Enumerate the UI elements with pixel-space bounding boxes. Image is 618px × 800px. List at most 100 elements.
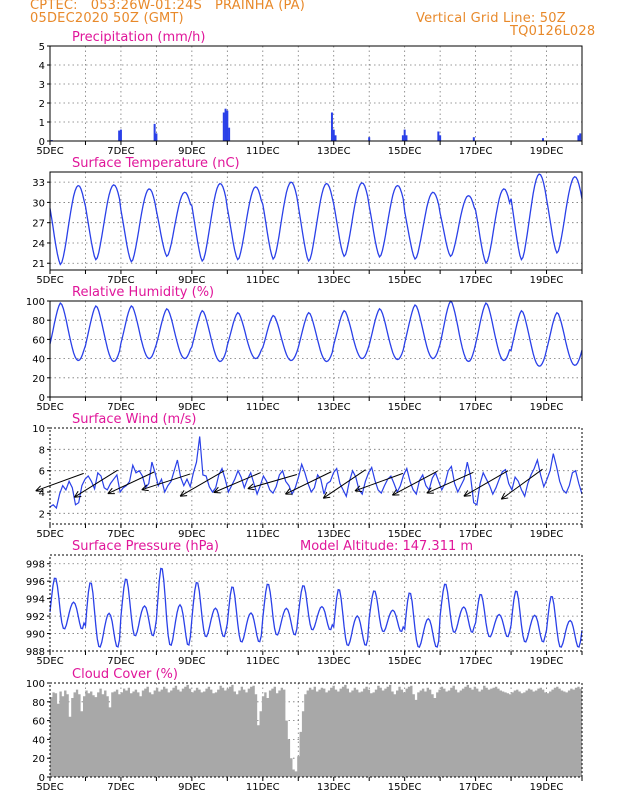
precip-ytick-label: 0	[39, 137, 45, 148]
rh-xtick-label: 5DEC	[36, 402, 63, 413]
pressure-ytick-label: 994	[26, 595, 45, 606]
cloud-xtick-label: 7DEC	[107, 782, 134, 793]
wind-title: Surface Wind (m/s)	[72, 412, 196, 427]
pressure-xtick-label: 19DEC	[530, 656, 564, 667]
wind-arrow	[463, 470, 509, 497]
cloud-area	[50, 684, 582, 777]
pressure-xtick-label: 13DEC	[317, 656, 351, 667]
precip-bar	[153, 123, 156, 141]
wind-arrow	[107, 471, 155, 495]
wind-arrow-shaft	[463, 470, 509, 497]
wind-panel: 2 4 6 8 10 5DEC 7DEC 9DEC 11DEC 13DEC 15DEC 17DEC 19…	[32, 412, 583, 540]
temp-xtick-label: 13DEC	[317, 275, 351, 286]
precip-bar	[330, 112, 333, 141]
cloud-xtick-label: 11DEC	[246, 782, 280, 793]
wind-arrow-shaft	[107, 471, 155, 495]
pressure-xtick-label: 17DEC	[459, 656, 493, 667]
wind-arrow-shaft	[354, 472, 404, 492]
pressure-xtick-label: 5DEC	[36, 656, 63, 667]
pressure-xtick-label: 15DEC	[388, 656, 422, 667]
header-grid-line: Vertical Grid Line: 50Z	[416, 11, 566, 26]
pressure-ytick-label: 990	[26, 630, 45, 641]
cloud-panel: 0 20 40 60 80 100 5DEC 7DEC 9DEC 11DEC 13DEC 15DEC 1…	[26, 667, 583, 793]
wind-arrow	[391, 470, 438, 496]
precip-bar	[405, 135, 408, 141]
pressure-ytick-label: 988	[26, 647, 45, 658]
temp-title: Surface Temperature (nC)	[72, 156, 240, 171]
pressure-xtick-label: 11DEC	[246, 656, 280, 667]
cloud-xtick-label: 9DEC	[178, 782, 205, 793]
wind-arrow-head	[179, 490, 188, 497]
wind-arrow	[73, 469, 118, 498]
cloud-ytick-label: 0	[39, 773, 45, 784]
precip-bar	[472, 137, 475, 141]
precip-bar	[119, 129, 122, 141]
pressure-ytick-label: 992	[26, 612, 45, 623]
rh-ytick-label: 80	[32, 316, 45, 327]
wind-line	[49, 436, 583, 510]
precip-ytick-label: 4	[39, 61, 45, 72]
cloud-xtick-label: 17DEC	[459, 782, 493, 793]
wind-arrow-head	[141, 484, 149, 492]
wind-ytick-label: 10	[32, 424, 45, 435]
rh-line	[49, 300, 583, 367]
cloud-xtick-label: 19DEC	[530, 782, 564, 793]
wind-arrow	[35, 472, 84, 493]
wind-arrow-shaft	[74, 469, 118, 498]
rh-xtick-label: 19DEC	[530, 402, 564, 413]
temp-ytick-label: 27	[32, 219, 45, 230]
rh-xtick-label: 11DEC	[246, 402, 280, 413]
temp-ytick-label: 33	[32, 178, 45, 189]
rh-xtick-label: 17DEC	[459, 402, 493, 413]
precip-bar	[368, 137, 371, 141]
cloud-ytick-label: 80	[32, 698, 45, 709]
cloud-ytick-label: 100	[26, 679, 45, 690]
wind-arrow-shaft	[179, 470, 225, 497]
wind-arrow	[426, 471, 474, 494]
wind-arrow-head	[35, 485, 43, 493]
wind-arrow-shaft	[322, 469, 366, 499]
temp-xtick-label: 15DEC	[388, 275, 422, 286]
wind-xtick-label: 11DEC	[246, 529, 280, 540]
wind-arrow-shaft	[35, 472, 84, 492]
rh-ytick-label: 20	[32, 374, 45, 385]
wind-xtick-label: 15DEC	[388, 529, 422, 540]
precip-bar	[155, 133, 158, 141]
precip-bar	[224, 108, 227, 141]
precip-bar	[541, 138, 544, 141]
rh-ytick-label: 60	[32, 335, 45, 346]
pressure-xtick-label: 9DEC	[178, 656, 205, 667]
temp-ytick-label: 21	[32, 259, 45, 270]
temp-frame	[49, 171, 583, 271]
wind-arrow-head	[500, 492, 509, 500]
cloud-xtick-label: 15DEC	[388, 782, 422, 793]
header-code: TQ0126L028	[510, 24, 596, 39]
wind-ytick-label: 8	[39, 445, 45, 456]
precip-bar	[577, 135, 580, 141]
wind-xtick-label: 5DEC	[36, 529, 63, 540]
wind-ytick-label: 2	[39, 509, 45, 520]
rh-ytick-label: 100	[26, 297, 45, 308]
precip-xtick-label: 15DEC	[388, 146, 422, 157]
temp-xtick-label: 11DEC	[246, 275, 280, 286]
precip-ytick-label: 1	[39, 118, 45, 129]
wind-arrow	[285, 471, 332, 495]
temp-line	[49, 173, 583, 266]
cloud-title: Cloud Cover (%)	[72, 667, 178, 682]
precip-xtick-label: 17DEC	[459, 146, 493, 157]
temp-xtick-label: 5DEC	[36, 275, 63, 286]
temp-xtick-label: 7DEC	[107, 275, 134, 286]
wind-arrow-head	[285, 488, 293, 495]
wind-xtick-label: 17DEC	[459, 529, 493, 540]
precip-bar	[579, 133, 582, 141]
precip-xtick-label: 7DEC	[107, 146, 134, 157]
precip-ytick-label: 2	[39, 99, 45, 110]
precip-xtick-label: 11DEC	[246, 146, 280, 157]
precip-frame	[49, 45, 583, 142]
rh-xtick-label: 7DEC	[107, 402, 134, 413]
temp-ytick-label: 30	[32, 198, 45, 209]
wind-arrow	[322, 469, 366, 499]
wind-xtick-label: 7DEC	[107, 529, 134, 540]
pressure-ytick-label: 996	[26, 577, 45, 588]
